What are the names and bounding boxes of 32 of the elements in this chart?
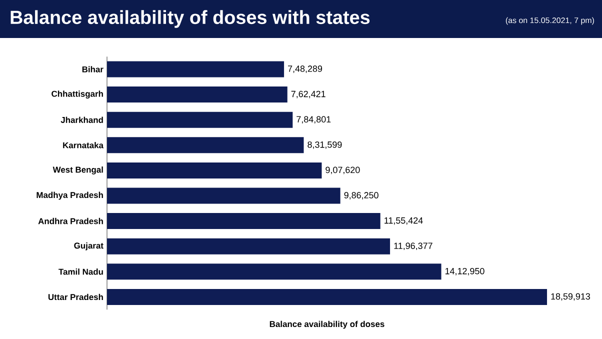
y-tick-label: Jharkhand xyxy=(60,116,103,123)
data-label: 14,12,950 xyxy=(445,268,484,276)
data-label: 7,62,421 xyxy=(291,90,326,98)
chart-title: Balance availability of doses with states xyxy=(10,10,370,28)
bar xyxy=(107,162,322,178)
bar xyxy=(107,61,284,78)
data-label: 18,59,913 xyxy=(551,293,590,301)
y-tick-label: Uttar Pradesh xyxy=(48,294,103,300)
x-axis-title: Balance availability of doses xyxy=(270,320,384,329)
bar xyxy=(107,288,548,305)
bar xyxy=(107,112,293,128)
data-label: 11,96,377 xyxy=(394,242,432,250)
y-tick-label: Bihar xyxy=(82,66,104,72)
bar xyxy=(107,238,390,254)
y-tick-label: Chhattisgarh xyxy=(52,90,103,99)
bar xyxy=(107,137,304,154)
data-label: 7,48,289 xyxy=(288,66,322,73)
y-tick-label: Karnataka xyxy=(63,142,104,148)
bar xyxy=(107,86,288,103)
data-label: 8,31,599 xyxy=(308,141,342,149)
data-label: 7,84,801 xyxy=(296,116,331,124)
y-tick-label: Madhya Pradesh xyxy=(36,192,103,200)
y-tick-label: Gujarat xyxy=(74,242,104,250)
data-label: 11,55,424 xyxy=(384,217,423,225)
y-tick-label: Tamil Nadu xyxy=(58,268,103,275)
y-tick-label: Andhra Pradesh xyxy=(38,218,103,224)
bar xyxy=(107,188,340,204)
bar xyxy=(107,264,442,280)
bar xyxy=(107,213,380,230)
data-label: 9,07,620 xyxy=(326,166,360,174)
y-tick-label: West Bengal xyxy=(52,166,103,174)
data-label: 9,86,250 xyxy=(344,192,378,200)
